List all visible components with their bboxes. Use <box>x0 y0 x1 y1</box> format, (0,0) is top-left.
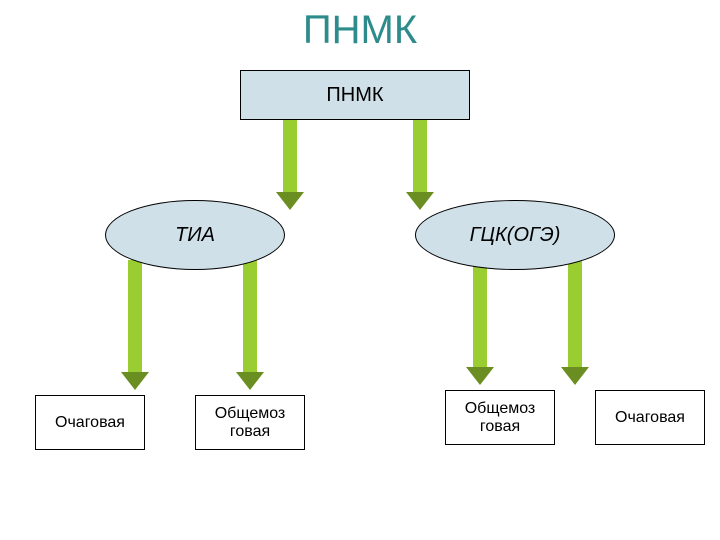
node-leaf1-label: Очаговая <box>55 414 125 432</box>
node-leaf4: Очаговая <box>595 390 705 445</box>
node-root: ПНМК <box>240 70 470 120</box>
edge-gck-leaf4 <box>561 260 589 385</box>
node-leaf1: Очаговая <box>35 395 145 450</box>
node-gck: ГЦК(ОГЭ) <box>415 200 615 270</box>
edge-root-gck <box>406 120 434 210</box>
node-leaf4-label: Очаговая <box>615 409 685 427</box>
node-tia: ТИА <box>105 200 285 270</box>
node-leaf2: Общемозговая <box>195 395 305 450</box>
edge-gck-leaf3 <box>466 260 494 385</box>
page-title: ПНМК <box>0 8 720 53</box>
edge-tia-leaf1 <box>121 260 149 390</box>
edge-tia-leaf2 <box>236 260 264 390</box>
node-leaf3: Общемозговая <box>445 390 555 445</box>
node-gck-label: ГЦК(ОГЭ) <box>470 224 561 247</box>
node-root-label: ПНМК <box>326 84 383 106</box>
node-leaf2-label: Общемозговая <box>215 405 286 440</box>
edge-root-tia <box>276 120 304 210</box>
diagram-canvas: ПНМК ПНМК ТИА ГЦК(ОГЭ) Очаговая Общемозг… <box>0 0 720 540</box>
node-tia-label: ТИА <box>175 224 215 247</box>
node-leaf3-label: Общемозговая <box>465 400 536 435</box>
